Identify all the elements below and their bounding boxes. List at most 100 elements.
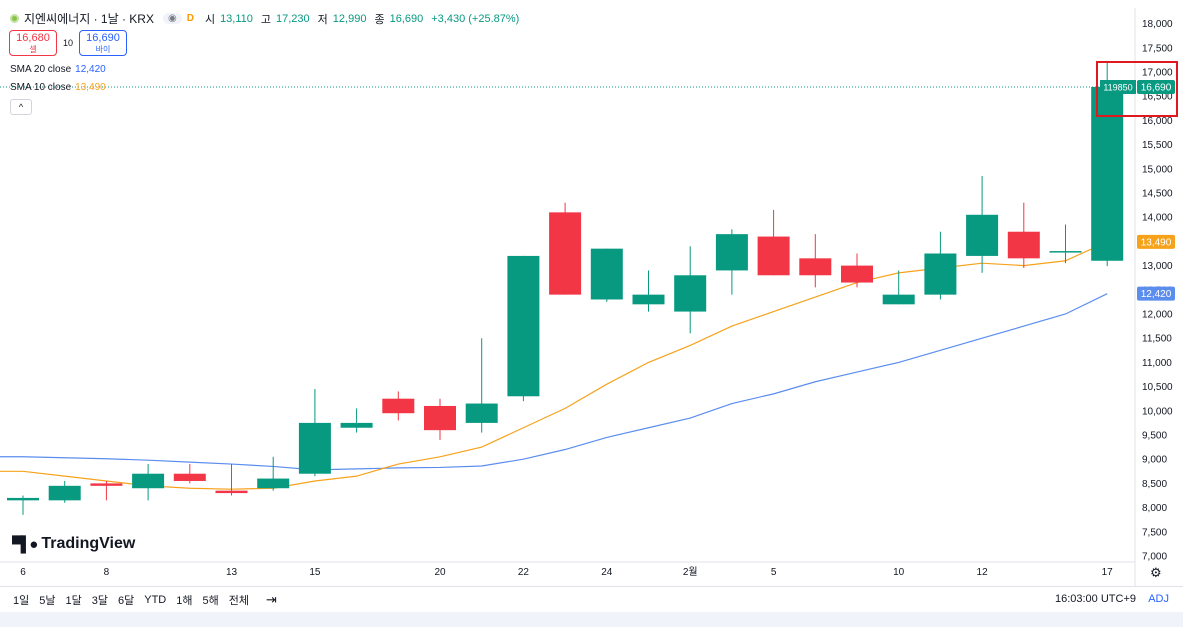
bottom-toolbar: 1일 5날 1달 3달 6달 YTD 1해 5해 전체 ⇥ 16:03:00 U… (0, 586, 1183, 612)
y-tick-label: 11,000 (1142, 358, 1172, 369)
open-value: 13,110 (220, 12, 253, 25)
x-tick-label: 8 (104, 567, 110, 578)
eye-icon[interactable]: ◉ (162, 13, 182, 24)
candle-body[interactable] (966, 214, 999, 256)
last-price-label-bg (1137, 80, 1175, 95)
candle-body[interactable] (340, 422, 373, 428)
y-tick-label: 10,500 (1142, 382, 1173, 393)
chevron-up-icon[interactable]: ^ (10, 99, 32, 115)
y-tick-label: 15,500 (1142, 140, 1173, 151)
y-tick-label: 8,000 (1142, 503, 1167, 514)
x-tick-label: 5 (771, 567, 777, 578)
timezone-clock[interactable]: 16:03:00 UTC+9 (1054, 593, 1136, 605)
x-tick-label: 10 (893, 567, 905, 578)
y-tick-label: 15,000 (1142, 164, 1173, 175)
market-status-icon (10, 14, 19, 23)
y-tick-label: 16,500 (1142, 92, 1173, 103)
sell-price: 16,680 (16, 32, 50, 44)
x-tick-label: 6 (20, 567, 26, 578)
candle-body[interactable] (48, 485, 81, 501)
sma20-label: SMA 20 close (10, 64, 72, 75)
candle-body[interactable] (590, 248, 623, 300)
range-ytd[interactable]: YTD (144, 593, 167, 606)
y-tick-label: 11,500 (1142, 334, 1172, 345)
candle-body[interactable] (924, 253, 957, 295)
range-1d[interactable]: 1일 (13, 594, 30, 607)
candle-body[interactable] (257, 478, 290, 489)
candle-body[interactable] (465, 403, 498, 423)
sma10-legend[interactable]: SMA 10 close 13,490 (10, 82, 106, 93)
y-tick-label: 13,000 (1142, 261, 1173, 272)
candle-body[interactable] (1049, 251, 1082, 253)
y-tick-label: 8,500 (1142, 479, 1167, 490)
high-value: 17,230 (276, 12, 310, 25)
range-5d[interactable]: 5날 (39, 594, 56, 607)
calendar-goto-icon[interactable]: ⇥ (266, 591, 277, 607)
low-label: 저 (317, 13, 328, 26)
candle-body[interactable] (1007, 231, 1040, 259)
d-badge[interactable]: D (186, 13, 194, 24)
candle-body[interactable] (7, 497, 39, 501)
buy-button[interactable]: 16,690 바이 (79, 30, 127, 56)
x-tick-label: 20 (434, 567, 446, 578)
sma10-price-label: 13,490 (1141, 237, 1172, 248)
high-label: 고 (260, 13, 272, 26)
volume-tag-bg (1100, 80, 1136, 95)
volume-tag: 119850 (1103, 83, 1132, 93)
trade-panel: 16,680 셀 10 16,690 바이 (9, 30, 127, 56)
x-tick-label: 24 (601, 567, 613, 578)
logo-text: TradingView (41, 535, 136, 552)
candle-body[interactable] (674, 275, 707, 312)
range-3m[interactable]: 3달 (91, 594, 108, 607)
sma10-price-label-bg (1137, 234, 1175, 249)
sma20-legend[interactable]: SMA 20 close 12,420 (10, 64, 106, 75)
sma10-label: SMA 10 close (10, 82, 72, 93)
candle-body[interactable] (799, 258, 832, 276)
y-tick-label: 17,500 (1142, 43, 1173, 54)
candle-body[interactable] (298, 422, 331, 474)
candle-body[interactable] (90, 483, 123, 486)
x-tick-label: 17 (1102, 567, 1114, 578)
y-tick-label: 9,000 (1142, 455, 1167, 466)
tradingview-logo[interactable]: ▀▌● TradingView (12, 535, 135, 553)
candle-body[interactable] (882, 294, 915, 305)
candle-body[interactable] (715, 234, 748, 271)
candle-body[interactable] (132, 473, 165, 489)
range-1m[interactable]: 1달 (65, 594, 82, 607)
range-1y[interactable]: 1해 (176, 594, 193, 607)
y-tick-label: 7,500 (1142, 527, 1167, 538)
sma20-price-label: 12,420 (1141, 289, 1172, 300)
candle-body[interactable] (841, 265, 873, 283)
candle-body[interactable] (424, 405, 456, 431)
y-tick-label: 12,000 (1142, 310, 1173, 321)
y-tick-label: 14,000 (1142, 213, 1173, 224)
quantity-value[interactable]: 10 (62, 38, 73, 48)
bottom-strip (0, 612, 1183, 627)
sell-label: 셀 (29, 45, 37, 54)
candle-body[interactable] (215, 490, 248, 494)
candle-body[interactable] (757, 236, 790, 276)
adj-toggle[interactable]: ADJ (1148, 593, 1169, 605)
symbol-title[interactable]: 지엔씨에너지 · 1날 · KRX (24, 12, 154, 26)
candle-body[interactable] (382, 398, 415, 414)
x-tick-label: 13 (226, 567, 238, 578)
candle-body[interactable] (173, 473, 206, 481)
close-value: 16,690 (389, 12, 424, 25)
range-all[interactable]: 전체 (228, 594, 249, 607)
y-tick-label: 18,000 (1142, 19, 1173, 30)
sma20-value: 12,420 (75, 64, 106, 75)
buy-label: 바이 (95, 45, 111, 54)
sell-button[interactable]: 16,680 셀 (9, 30, 57, 56)
candle-body[interactable] (549, 212, 582, 295)
candle-body[interactable] (507, 255, 540, 397)
highlight-box (1096, 61, 1178, 117)
gear-icon[interactable]: ⚙ (1150, 565, 1162, 580)
candle-body[interactable] (632, 294, 665, 305)
range-5y[interactable]: 5해 (202, 594, 219, 607)
y-tick-label: 9,500 (1142, 431, 1167, 442)
range-6m[interactable]: 6달 (118, 594, 135, 607)
last-price-label: 16,690 (1141, 83, 1172, 94)
x-tick-label: 12 (977, 567, 989, 578)
